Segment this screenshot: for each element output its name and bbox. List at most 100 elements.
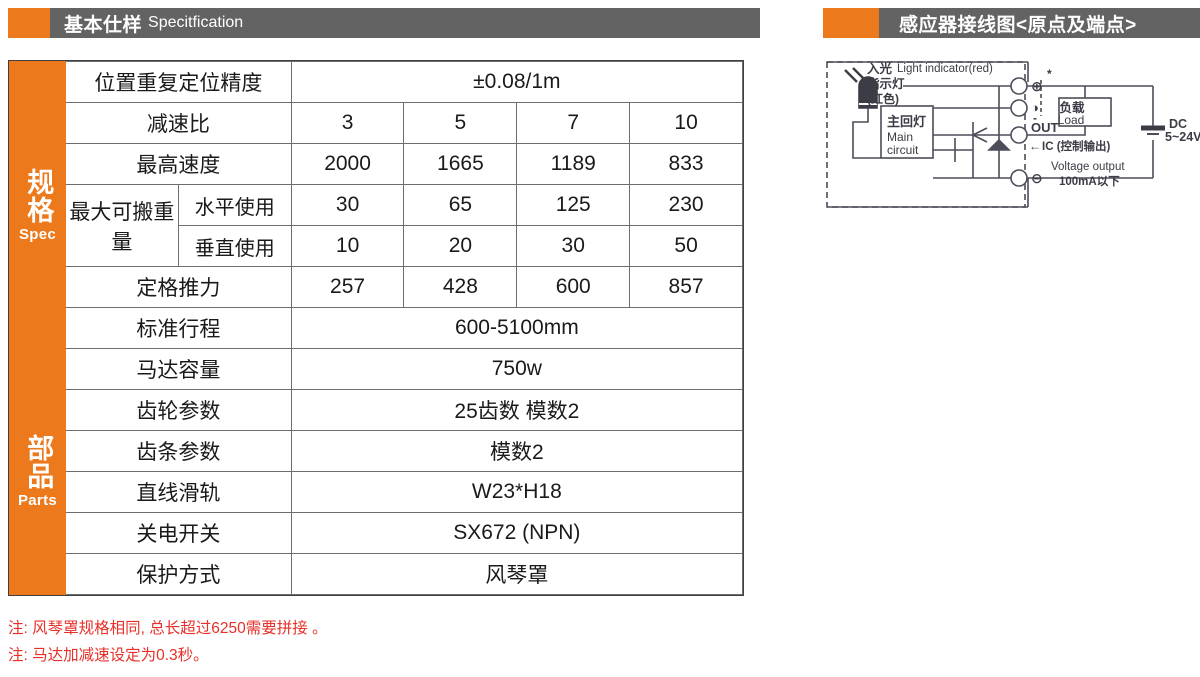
ic-control-output-label: IC (控制输出)	[1042, 139, 1111, 153]
row-label: 位置重复定位精度	[65, 61, 292, 103]
row-value-cell: 125	[516, 184, 631, 226]
row-label: 最高速度	[65, 143, 292, 185]
group-label-cn: 规格	[23, 167, 54, 224]
row-value-cell: 30	[516, 225, 631, 267]
group-cell-parts: 部品 Parts	[9, 348, 66, 595]
row-label: 保护方式	[65, 553, 292, 595]
current-limit-label: 100mA以下	[1059, 175, 1120, 188]
row-value-cell: 1189	[516, 143, 631, 185]
group-cell-spec: 规格 Spec	[9, 61, 66, 349]
group-label-cn: 部品	[23, 434, 54, 491]
accent-swatch	[8, 8, 50, 38]
terminal-negative	[1010, 169, 1028, 187]
dc-label: DC	[1169, 117, 1187, 131]
minus-sign-label: -	[1033, 111, 1037, 125]
table-row: 最大可搬重量 水平使用 30 65 125 230	[10, 184, 743, 267]
main-circuit-label-en-2: circuit	[887, 143, 919, 157]
row-value: W23*H18	[290, 471, 744, 513]
row-label: 齿条参数	[65, 430, 292, 472]
row-value-cell: 857	[629, 266, 743, 308]
sensor-header-bar: 感应器接线图<原点及端点>	[879, 8, 1200, 38]
row-label: 标准行程	[65, 307, 292, 349]
row-value-cell: 5	[403, 102, 518, 144]
footnote-line: 注: 马达加减速设定为0.3秒。	[8, 647, 209, 665]
footnotes: 注: 风琴罩规格相同, 总长超过6250需要拼接 。 注: 马达加减速设定为0.…	[8, 615, 328, 669]
red-color-label: (红色)	[867, 91, 899, 106]
row-value-cell: 833	[629, 143, 743, 185]
row-label: 最大可搬重量	[65, 184, 179, 267]
row-value-cell: 600	[516, 266, 631, 308]
terminal-out	[1010, 126, 1028, 144]
row-value-cell: 30	[290, 184, 405, 226]
row-sublabel: 垂直使用	[177, 225, 292, 267]
wiring-diagram-svg: Light indicator(red) 入光 指示灯 (红色) 主回灯 Mai…	[826, 61, 1200, 208]
table-row: 标准行程 600-5100mm	[10, 307, 744, 349]
negative-terminal-label: ⊖	[1031, 170, 1043, 186]
row-value-cell: 3	[290, 102, 405, 144]
row-label: 马达容量	[65, 348, 292, 390]
led-indicator-icon	[858, 76, 878, 109]
row-value-cell: 428	[403, 266, 518, 308]
main-circuit-label-en-1: Main	[887, 130, 913, 144]
sensor-wiring-diagram: Light indicator(red) 入光 指示灯 (红色) 主回灯 Mai…	[823, 50, 1200, 235]
table-row: 齿条参数 模数2	[10, 430, 744, 472]
incoming-light-label: 入光	[867, 61, 893, 76]
row-value-cell: 20	[403, 225, 518, 267]
main-circuit-label-cn: 主回灯	[887, 114, 926, 129]
dc-range-label: 5~24V	[1165, 130, 1200, 144]
row-value: 25齿数 模数2	[290, 389, 744, 431]
row-value: 750w	[290, 348, 744, 390]
row-value-cell: 257	[290, 266, 405, 308]
group-label-en: Parts	[17, 492, 58, 510]
arrow-left-icon: ←	[1029, 139, 1041, 153]
load-label-en: Load	[1058, 113, 1085, 127]
row-value: 模数2	[290, 430, 744, 472]
row-value: SX672 (NPN)	[290, 512, 744, 554]
row-value: ±0.08/1m	[290, 61, 744, 103]
group-label-en: Spec	[18, 225, 57, 243]
plus-terminal-label: ⊕	[1031, 78, 1043, 94]
row-label: 齿轮参数	[65, 389, 292, 431]
spec-section-header: 基本仕样 Specitfication	[8, 8, 760, 38]
row-value: 风琴罩	[290, 553, 744, 595]
voltage-output-label: Voltage output	[1051, 161, 1125, 173]
sensor-section-header: 感应器接线图<原点及端点>	[823, 8, 1200, 38]
table-row: 齿轮参数 25齿数 模数2	[10, 389, 744, 431]
row-value: 600-5100mm	[290, 307, 744, 349]
table-row: 直线滑轨 W23*H18	[10, 471, 744, 513]
spec-header-bar: 基本仕样 Specitfication	[50, 8, 760, 38]
row-value-cell: 2000	[290, 143, 405, 185]
row-value-cell: 230	[629, 184, 743, 226]
load-box	[1058, 97, 1112, 127]
table-row: 规格 Spec 位置重复定位精度 ±0.08/1m	[9, 61, 744, 349]
row-label: 直线滑轨	[65, 471, 292, 513]
out-terminal-label: OUT	[1031, 120, 1059, 135]
light-indicator-label: Light indicator(red)	[897, 63, 993, 75]
sensor-header-title-cn: 感应器接线图<原点及端点>	[899, 14, 1137, 36]
accent-swatch	[823, 8, 879, 38]
row-value-cell: 50	[629, 225, 743, 267]
row-label: 定格推力	[65, 266, 292, 308]
row-value-cell: 10	[290, 225, 405, 267]
specification-table: 规格 Spec 位置重复定位精度 ±0.08/1m 减速比 3 5 7 10 最…	[8, 60, 744, 596]
row-value-cell: 1665	[403, 143, 518, 185]
row-label: 减速比	[65, 102, 292, 144]
row-label: 关电开关	[65, 512, 292, 554]
asterisk-label: *	[1047, 67, 1052, 81]
terminal-minus-dot	[1010, 99, 1028, 117]
table-row: 保护方式 风琴罩	[10, 553, 744, 595]
minus-dot-terminal-label: ◑	[1031, 100, 1039, 115]
row-value-cell: 7	[516, 102, 631, 144]
table-row: 减速比 3 5 7 10	[10, 102, 743, 144]
load-label-cn: 负载	[1059, 100, 1085, 115]
spec-header-title-en: Specitfication	[148, 14, 244, 31]
table-row: 部品 Parts 马达容量 750w	[9, 348, 744, 595]
table-row: 定格推力 257 428 600 857	[10, 266, 743, 308]
main-circuit-box	[880, 105, 934, 159]
terminal-positive	[1010, 77, 1028, 95]
row-value-cell: 10	[629, 102, 743, 144]
row-sublabel: 水平使用	[177, 184, 292, 226]
spec-header-title-cn: 基本仕样	[64, 14, 143, 36]
table-row: 关电开关 SX672 (NPN)	[10, 512, 744, 554]
table-row: 最高速度 2000 1665 1189 833	[10, 143, 743, 185]
